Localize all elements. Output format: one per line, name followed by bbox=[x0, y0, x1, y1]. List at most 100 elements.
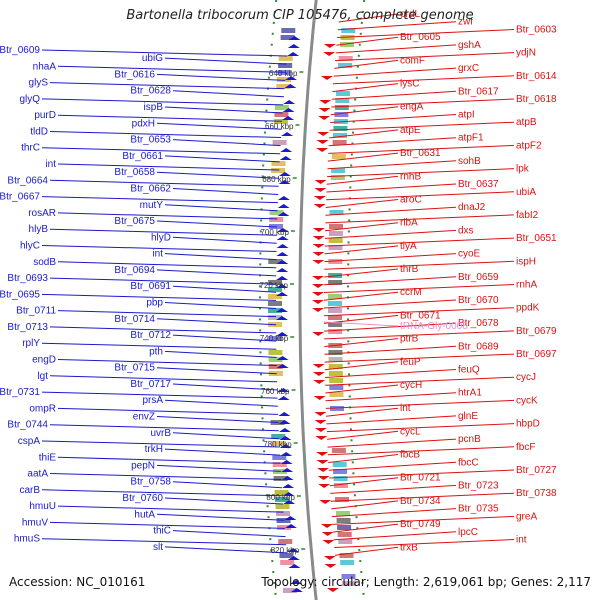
gene-label-left[interactable]: Btr_0693 bbox=[7, 273, 48, 284]
gene-label-right[interactable]: Btr_0659 bbox=[458, 272, 499, 283]
gene-label-right[interactable]: cycK bbox=[516, 395, 538, 406]
gene-label-left[interactable]: Btr_0758 bbox=[130, 477, 171, 488]
gene-label-left[interactable]: hlyB bbox=[29, 224, 49, 235]
gene-label-right[interactable]: Btr_0689 bbox=[458, 341, 499, 352]
gene-label-left[interactable]: cspA bbox=[18, 436, 41, 447]
gene-label-left[interactable]: prsA bbox=[142, 395, 163, 406]
gene-label-right[interactable]: sohB bbox=[458, 156, 481, 167]
gene-label-right[interactable]: engA bbox=[400, 102, 424, 113]
gene-label-right[interactable]: gshA bbox=[458, 40, 481, 51]
gene-label-right[interactable]: rnhB bbox=[400, 171, 421, 182]
gene-label-left[interactable]: Btr_0616 bbox=[114, 69, 155, 80]
rna-gene-label[interactable]: tRNA-Gly-0008 bbox=[400, 321, 468, 332]
gene-label-right[interactable]: htrA1 bbox=[458, 388, 482, 399]
gene-label-right[interactable]: cycH bbox=[400, 380, 422, 391]
gene-label-left[interactable]: Btr_0653 bbox=[130, 135, 171, 146]
gene-label-right[interactable]: trxB bbox=[400, 542, 418, 553]
gene-label-right[interactable]: Btr_0678 bbox=[458, 318, 499, 329]
gene-label-left[interactable]: Btr_0628 bbox=[130, 86, 171, 97]
gene-label-left[interactable]: ispB bbox=[144, 102, 164, 113]
gene-label-left[interactable]: Btr_0609 bbox=[0, 45, 40, 56]
gene-label-left[interactable]: thrC bbox=[21, 143, 40, 154]
gene-label-left[interactable]: int bbox=[152, 249, 163, 260]
gene-label-right[interactable]: dnaJ2 bbox=[458, 202, 486, 213]
gene-label-right[interactable]: Btr_0738 bbox=[516, 488, 557, 499]
gene-label-right[interactable]: hbpD bbox=[516, 419, 540, 430]
gene-label-left[interactable]: Btr_0714 bbox=[114, 314, 155, 325]
gene-label-right[interactable]: cycJ bbox=[516, 372, 536, 383]
gene-label-left[interactable]: thiC bbox=[153, 526, 171, 537]
gene-label-right[interactable]: ppdK bbox=[516, 303, 540, 314]
gene-label-left[interactable]: aatA bbox=[27, 469, 48, 480]
gene-label-right[interactable]: Btr_0679 bbox=[516, 326, 557, 337]
gene-label-left[interactable]: carB bbox=[19, 485, 40, 496]
gene-label-right[interactable]: Btr_0727 bbox=[516, 465, 557, 476]
gene-label-left[interactable]: Btr_0658 bbox=[114, 167, 155, 178]
gene-label-right[interactable]: cycL bbox=[400, 426, 421, 437]
gene-label-left[interactable]: Btr_0695 bbox=[0, 289, 40, 300]
gene-label-right[interactable]: fabI2 bbox=[516, 210, 539, 221]
gene-label-right[interactable]: lpcC bbox=[458, 527, 478, 538]
gene-label-right[interactable]: Btr_0631 bbox=[400, 148, 441, 159]
gene-label-left[interactable]: purD bbox=[34, 110, 56, 121]
gene-label-left[interactable]: Btr_0712 bbox=[130, 330, 171, 341]
gene-label-left[interactable]: pbp bbox=[146, 298, 163, 309]
gene-label-right[interactable]: ubiA bbox=[516, 187, 536, 198]
gene-label-right[interactable]: Btr_0735 bbox=[458, 504, 499, 515]
gene-label-right[interactable]: Btr_0734 bbox=[400, 496, 441, 507]
gene-label-right[interactable]: glnE bbox=[458, 411, 478, 422]
gene-label-right[interactable]: ptrB bbox=[400, 334, 419, 345]
gene-label-right[interactable]: Btr_0603 bbox=[516, 25, 557, 36]
gene-label-left[interactable]: slt bbox=[153, 542, 163, 553]
gene-label-right[interactable]: lysC bbox=[400, 79, 419, 90]
gene-label-left[interactable]: mutY bbox=[140, 200, 164, 211]
gene-label-left[interactable]: Btr_0760 bbox=[122, 493, 163, 504]
gene-label-left[interactable]: trkH bbox=[145, 444, 163, 455]
gene-label-left[interactable]: Btr_0675 bbox=[114, 216, 155, 227]
gene-label-left[interactable]: Btr_0713 bbox=[7, 322, 48, 333]
gene-label-left[interactable]: envZ bbox=[133, 412, 155, 423]
gene-label-left[interactable]: rosAR bbox=[28, 208, 56, 219]
gene-labels[interactable]: Btr_0609 ubiG nhaA Btr_0616 glyS Btr_0628 glyQ… bbox=[0, 9, 557, 556]
gene-label-right[interactable]: thrB bbox=[400, 264, 419, 275]
gene-label-left[interactable]: engD bbox=[32, 355, 56, 366]
gene-label-right[interactable]: fbcF bbox=[516, 442, 535, 453]
gene-label-left[interactable]: Btr_0715 bbox=[114, 363, 155, 374]
gene-label-right[interactable]: lpk bbox=[516, 164, 530, 175]
gene-label-right[interactable]: Btr_0749 bbox=[400, 519, 441, 530]
gene-label-right[interactable]: rnhA bbox=[516, 280, 537, 291]
gene-label-left[interactable]: hutA bbox=[134, 509, 155, 520]
gene-label-right[interactable]: atpF1 bbox=[458, 133, 484, 144]
gene-label-left[interactable]: pdxH bbox=[132, 118, 155, 129]
gene-label-left[interactable]: uvrB bbox=[150, 428, 171, 439]
gene-label-right[interactable]: dxs bbox=[458, 225, 474, 236]
gene-label-left[interactable]: sodB bbox=[33, 257, 56, 268]
gene-label-left[interactable]: hlyC bbox=[20, 241, 40, 252]
gene-label-left[interactable]: hmuU bbox=[29, 501, 56, 512]
gene-label-right[interactable]: atpE bbox=[400, 125, 421, 136]
gene-label-left[interactable]: pepN bbox=[131, 460, 155, 471]
gene-label-left[interactable]: tldD bbox=[30, 127, 48, 138]
gene-label-left[interactable]: Btr_0664 bbox=[7, 175, 48, 186]
gene-label-right[interactable]: Btr_0651 bbox=[516, 233, 557, 244]
gene-label-right[interactable]: ribA bbox=[400, 218, 418, 229]
gene-label-left[interactable]: hmuS bbox=[14, 534, 40, 545]
gene-label-left[interactable]: nhaA bbox=[33, 61, 57, 72]
gene-label-left[interactable]: Btr_0662 bbox=[130, 184, 171, 195]
gene-label-right[interactable]: Btr_0721 bbox=[400, 473, 441, 484]
gene-label-right[interactable]: ordL bbox=[400, 9, 420, 20]
gene-label-left[interactable]: ompR bbox=[29, 403, 56, 414]
gene-label-left[interactable]: pth bbox=[149, 346, 163, 357]
gene-label-right[interactable]: greA bbox=[516, 511, 537, 522]
gene-label-left[interactable]: Btr_0667 bbox=[0, 192, 40, 203]
gene-label-right[interactable]: feuP bbox=[400, 357, 421, 368]
gene-label-left[interactable]: Btr_0691 bbox=[130, 281, 171, 292]
gene-label-right[interactable]: Btr_0605 bbox=[400, 32, 441, 43]
gene-label-right[interactable]: ccrM bbox=[400, 287, 422, 298]
gene-label-right[interactable]: Btr_0617 bbox=[458, 86, 499, 97]
gene-label-right[interactable]: Btr_0723 bbox=[458, 480, 499, 491]
gene-label-right[interactable]: ydjN bbox=[516, 48, 536, 59]
gene-label-left[interactable]: Btr_0661 bbox=[122, 151, 163, 162]
gene-label-right[interactable]: zwf bbox=[458, 17, 473, 28]
gene-label-right[interactable]: Btr_0697 bbox=[516, 349, 557, 360]
